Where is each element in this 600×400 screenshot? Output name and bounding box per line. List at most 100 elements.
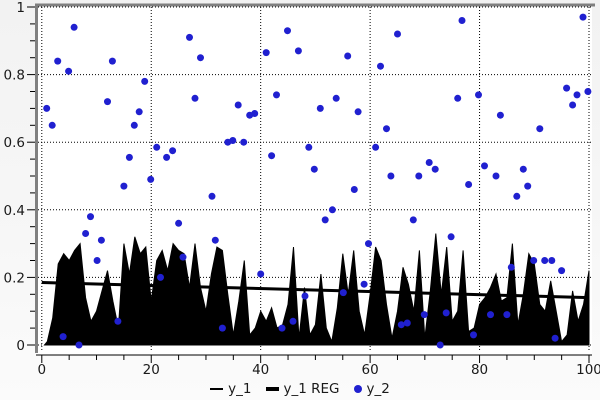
scatter-point-y2 bbox=[383, 125, 390, 133]
scatter-point-y2 bbox=[59, 333, 67, 341]
scatter-point-y2 bbox=[211, 236, 219, 244]
scatter-point-y2 bbox=[294, 47, 302, 55]
scatter-point-y2 bbox=[70, 23, 78, 31]
scatter-point-y2 bbox=[163, 153, 171, 161]
scatter-point-y2 bbox=[75, 341, 83, 349]
scatter-point-y2 bbox=[339, 289, 347, 297]
scatter-point-y2 bbox=[350, 186, 358, 193]
y-tick-label: 0.6 bbox=[4, 135, 25, 151]
scatter-point-y2 bbox=[465, 181, 473, 188]
x-tick-label: 80 bbox=[471, 362, 488, 378]
legend-item-y1: y_1 bbox=[210, 381, 252, 397]
legend-item-y2: y_2 bbox=[353, 381, 390, 397]
scatter-point-y2 bbox=[431, 165, 439, 173]
scatter-point-y2 bbox=[503, 311, 511, 319]
scatter-point-y2 bbox=[425, 159, 433, 166]
scatter-point-y2 bbox=[354, 108, 362, 116]
scatter-point-y2 bbox=[513, 192, 521, 200]
scatter-point-y2 bbox=[360, 280, 368, 288]
scatter-point-y2 bbox=[365, 240, 372, 248]
y-tick-label: 0 bbox=[16, 338, 25, 354]
scatter-point-y2 bbox=[114, 317, 122, 325]
scatter-point-y2 bbox=[179, 253, 187, 261]
scatter-point-y2 bbox=[551, 334, 559, 342]
scatter-point-y2 bbox=[481, 162, 488, 170]
scatter-point-y2 bbox=[108, 57, 116, 65]
scatter-point-y2 bbox=[447, 233, 455, 241]
x-tick-label: 40 bbox=[252, 362, 269, 378]
scatter-point-y2 bbox=[197, 54, 204, 62]
scatter-point-y2 bbox=[48, 121, 56, 129]
y-tick-label: 0.8 bbox=[4, 68, 25, 84]
legend-label-y1reg: y_1 REG bbox=[283, 381, 340, 397]
scatter-point-y2 bbox=[321, 216, 329, 224]
scatter-point-y2 bbox=[175, 219, 183, 227]
dot-swatch-icon bbox=[353, 385, 362, 393]
scatter-point-y2 bbox=[268, 152, 276, 160]
scatter-point-y2 bbox=[262, 49, 270, 57]
scatter-point-y2 bbox=[584, 88, 592, 95]
scatter-point-y2 bbox=[278, 324, 286, 332]
scatter-point-y2 bbox=[563, 84, 571, 92]
scatter-point-y2 bbox=[377, 62, 384, 70]
scatter-point-y2 bbox=[394, 30, 401, 38]
scatter-point-y2 bbox=[507, 263, 515, 271]
scatter-point-y2 bbox=[344, 52, 352, 60]
x-tick-label: 20 bbox=[143, 362, 160, 378]
y-tick-label: 0.4 bbox=[4, 203, 25, 219]
scatter-point-y2 bbox=[458, 17, 466, 24]
scatter-point-y2 bbox=[436, 341, 444, 349]
x-tick-label: 100 bbox=[576, 362, 600, 378]
chart-legend: y_1 y_1 REG y_2 bbox=[0, 380, 600, 398]
scatter-point-y2 bbox=[579, 13, 587, 21]
scatter-point-y2 bbox=[87, 213, 94, 221]
scatter-point-y2 bbox=[397, 321, 405, 329]
scatter-point-y2 bbox=[43, 104, 51, 112]
scatter-point-y2 bbox=[372, 143, 380, 151]
scatter-point-y2 bbox=[305, 143, 313, 151]
scatter-point-y2 bbox=[492, 172, 500, 180]
legend-label-y1: y_1 bbox=[228, 381, 252, 397]
scatter-point-y2 bbox=[310, 165, 318, 173]
scatter-point-y2 bbox=[573, 91, 581, 99]
scatter-point-y2 bbox=[403, 319, 411, 327]
scatter-point-y2 bbox=[536, 125, 544, 133]
scatter-point-y2 bbox=[519, 165, 527, 173]
scatter-point-y2 bbox=[120, 182, 128, 190]
scatter-point-y2 bbox=[289, 317, 297, 325]
scatter-point-y2 bbox=[541, 257, 549, 264]
scatter-point-y2 bbox=[487, 311, 494, 319]
scatter-point-y2 bbox=[257, 270, 265, 278]
scatter-point-y2 bbox=[93, 257, 101, 264]
scatter-point-y2 bbox=[229, 137, 237, 144]
scatter-point-y2 bbox=[186, 33, 193, 41]
legend-item-y1reg: y_1 REG bbox=[265, 381, 340, 397]
scatter-point-y2 bbox=[301, 292, 309, 300]
scatter-point-y2 bbox=[191, 94, 199, 102]
scatter-point-y2 bbox=[332, 94, 340, 102]
scatter-point-y2 bbox=[97, 236, 105, 244]
scatter-point-y2 bbox=[454, 94, 462, 102]
scatter-point-y2 bbox=[284, 27, 291, 35]
scatter-point-y2 bbox=[153, 143, 161, 151]
scatter-point-y2 bbox=[316, 104, 324, 112]
scatter-point-y2 bbox=[558, 267, 566, 275]
scatter-point-y2 bbox=[409, 216, 417, 224]
scatter-point-y2 bbox=[157, 273, 164, 281]
legend-label-y2: y_2 bbox=[366, 381, 390, 397]
scatter-point-y2 bbox=[496, 111, 504, 119]
scatter-point-y2 bbox=[328, 206, 336, 214]
thick-line-swatch-icon bbox=[265, 387, 279, 391]
scatter-point-y2 bbox=[524, 182, 532, 190]
scatter-point-y2 bbox=[234, 101, 242, 109]
area-series-y1 bbox=[43, 233, 590, 346]
regression-line-y1reg bbox=[41, 280, 590, 300]
scatter-point-y2 bbox=[169, 147, 177, 155]
scatter-point-y2 bbox=[442, 309, 450, 317]
x-tick-label: 0 bbox=[38, 362, 47, 378]
scatter-point-y2 bbox=[251, 110, 259, 117]
scatter-point-y2 bbox=[82, 230, 90, 237]
scatter-point-y2 bbox=[240, 138, 248, 146]
